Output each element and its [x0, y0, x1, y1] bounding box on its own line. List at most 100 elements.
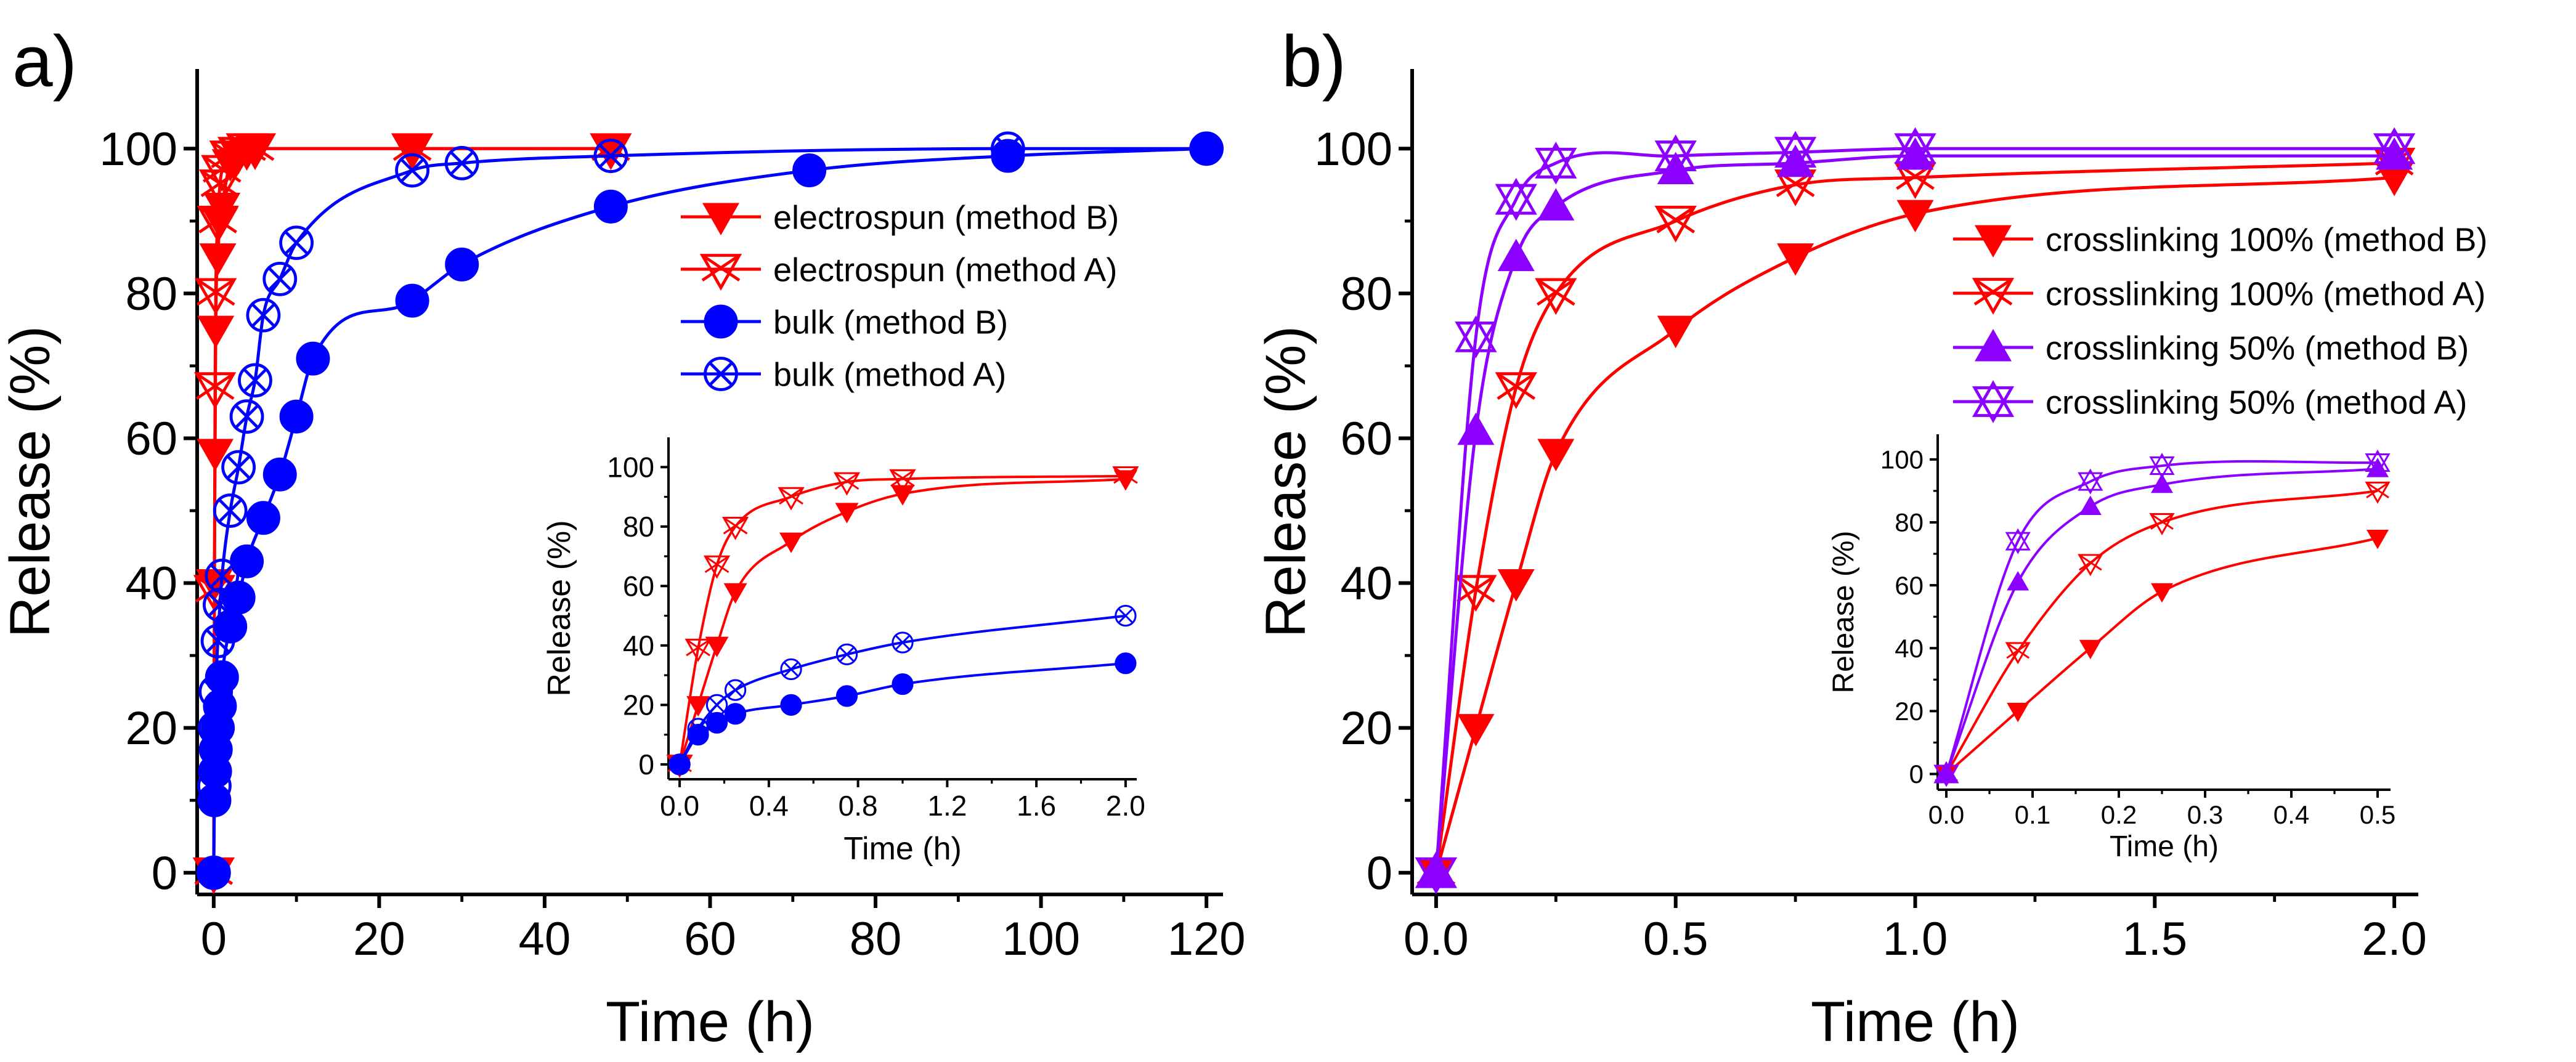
a-main-bulk-method-a-point-ring — [395, 153, 430, 188]
b-inset-plot-bg — [1938, 434, 2391, 790]
a-main-legend-electrospun-method-a-label: electrospun (method A) — [773, 251, 1117, 288]
b-main-legend-crosslinking-50-method-a-marker — [1972, 380, 2015, 423]
a-main-legend-electrospun-method-a-marker-cross — [701, 254, 741, 282]
b-main-crosslinking-50-method-a-point-up — [1774, 131, 1817, 168]
a-main-legend-bulk-method-a-marker-cross — [709, 362, 733, 386]
b-inset-crosslinking-50-method-a-point-down — [2005, 532, 2031, 554]
b-main-legend-crosslinking-100-method-a-marker — [1972, 278, 2015, 315]
a-main-bulk-method-a-point-ring — [213, 493, 248, 528]
a-main-electrospun-method-a-point-cross — [198, 206, 237, 233]
a-inset-electrospun-method-a-point-cross — [704, 556, 729, 574]
a-main-bulk-method-b-point — [246, 501, 280, 535]
b-main-crosslinking-50-method-a-point-down — [1894, 133, 1936, 171]
a-main-bulk-method-a-point-ring — [198, 674, 234, 709]
b-main-crosslinking-100-method-a-point-cross — [1497, 372, 1536, 400]
a-main-bulk-method-a-point-ring — [221, 450, 256, 485]
a-main-bulk-method-a-point-cross — [234, 404, 259, 429]
a-main-electrospun-method-a-point-outline — [590, 133, 632, 171]
panel-b-letter: b) — [1282, 21, 1346, 102]
b-main-crosslinking-50-method-a-point-up — [1535, 141, 1577, 179]
a-inset-electrospun-method-a-point-outline — [703, 555, 731, 579]
a-main-x-axis-title: Time (h) — [606, 991, 815, 1053]
b-inset-crosslinking-50-method-b-point — [2367, 458, 2389, 477]
b-main-crosslinking-50-method-a-point — [1654, 134, 1697, 177]
b-main-crosslinking-50-method-b-point — [1657, 152, 1694, 185]
b-inset-y-tick-label: 20 — [1895, 697, 1924, 726]
b-main-crosslinking-50-method-a-point — [1535, 141, 1577, 185]
a-main-bulk-method-a-point-cross — [205, 628, 230, 654]
b-inset-crosslinking-50-method-a-series — [1933, 449, 2391, 787]
a-main-x-tick-label: 20 — [353, 913, 405, 965]
a-main-electrospun-method-a-point — [234, 133, 277, 171]
a-inset-bulk-method-a-point-ring — [705, 694, 728, 716]
a-main-bulk-method-b-point — [445, 247, 479, 282]
b-main-crosslinking-100-method-a-point-cross — [1457, 575, 1495, 603]
a-main-legend-electrospun-method-a-marker-outline — [699, 254, 742, 291]
a-main-bulk-method-a-point — [198, 674, 234, 709]
b-main-x-tick-label: 0.0 — [1404, 913, 1469, 965]
a-main-bulk-method-a-point-cross — [449, 151, 474, 176]
b-main-x-tick-label: 1.0 — [1883, 913, 1948, 965]
a-main-legend-bulk-method-a-marker — [704, 357, 738, 391]
a-main-electrospun-method-a-point — [195, 278, 237, 315]
b-main-crosslinking-100-method-a-point — [1495, 372, 1537, 410]
b-inset-crosslinking-100-method-a-point — [2365, 481, 2391, 504]
b-inset-crosslinking-50-method-a-point-up — [1933, 761, 1959, 784]
b-main-x-tick-label: 2.0 — [2362, 913, 2427, 965]
a-inset-bulk-method-a-point — [835, 643, 858, 665]
a-main-bulk-method-a-point-cross — [400, 158, 425, 183]
a-inset-bulk-method-a-point-cross — [783, 661, 799, 677]
b-main-crosslinking-50-method-a-point-up — [1894, 127, 1936, 164]
a-main-bulk-method-a-point-ring — [262, 261, 298, 296]
b-inset-x-axis-title: Time (h) — [2110, 830, 2219, 863]
b-main-crosslinking-50-method-a-point-down — [1495, 184, 1537, 221]
a-main-bulk-method-a-point-cross — [598, 144, 624, 168]
b-main-x-tick-label: 0.5 — [1643, 913, 1709, 965]
a-main-electrospun-method-a-point-outline — [193, 372, 237, 410]
a-main-electrospun-method-a-point-outline — [234, 133, 277, 171]
a-main-bulk-method-a-point-ring — [196, 855, 231, 890]
a-main-bulk-method-b-point — [262, 457, 297, 492]
a-main-y-tick-label: 20 — [125, 702, 177, 755]
a-inset-electrospun-method-b-point — [891, 485, 914, 506]
a-inset-bulk-method-a-point-ring — [835, 643, 858, 665]
a-main-electrospun-method-b-point — [394, 134, 431, 168]
a-inset-electrospun-method-a-point-outline — [685, 638, 712, 662]
b-main-y-tick-label: 80 — [1340, 268, 1392, 320]
a-main-electrospun-method-a-point-cross — [195, 372, 235, 400]
b-inset-y-tick-label: 80 — [1895, 508, 1924, 537]
a-inset-electrospun-method-b-point — [705, 636, 729, 657]
panel-a-main-chart: 0 20 40 60 80 100 0 20 40 60 80 100 120 Time (h) Relea… — [0, 69, 1246, 1053]
a-inset-bulk-method-a-point — [687, 718, 709, 740]
b-main-crosslinking-50-method-a-series — [1415, 127, 2416, 894]
a-main-legend: electrospun (method B) electrospun (metho… — [681, 199, 1119, 393]
panel-b-inset-chart: 0 20 40 60 80 100 0.0 0.1 0.2 0.3 0.4 0.5 Time (h) Re… — [1827, 434, 2395, 863]
a-main-bulk-method-a-point-cross — [208, 593, 232, 617]
a-main-bulk-method-a-point-cross — [251, 302, 276, 328]
b-inset-crosslinking-50-method-a-point — [2365, 449, 2391, 476]
a-main-bulk-method-a-point-ring — [203, 587, 237, 622]
a-main-bulk-method-a-point — [197, 768, 232, 803]
a-inset-bulk-method-a-point-cross — [709, 697, 725, 713]
b-inset-crosslinking-100-method-b-point — [2367, 530, 2389, 549]
a-inset-bulk-method-a-point-cross — [728, 682, 744, 698]
a-main-y-tick-label: 60 — [125, 413, 177, 465]
b-inset-y-tick-label: 60 — [1895, 571, 1924, 600]
a-inset-x-tick-label: 0.8 — [839, 790, 878, 822]
b-main-crosslinking-50-method-a-point-up — [1654, 134, 1697, 171]
b-main-crosslinking-100-method-a-point — [1535, 278, 1577, 315]
a-main-legend-electrospun-method-b-marker — [702, 203, 739, 235]
a-main-bulk-method-b-point — [230, 544, 264, 578]
a-main-bulk-method-a-point — [205, 558, 240, 593]
a-main-bulk-method-a-point-ring — [238, 363, 272, 398]
a-main-electrospun-method-a-point-cross — [392, 133, 432, 161]
b-inset-x-tick-label: 0.3 — [2187, 800, 2223, 829]
a-inset-bulk-method-a-series — [668, 604, 1137, 776]
a-main-bulk-method-a-point-cross — [201, 861, 226, 885]
b-main-y-tick-label: 60 — [1340, 413, 1392, 465]
a-inset-bulk-method-a-point — [780, 658, 802, 681]
a-main-bulk-method-a-point — [279, 225, 314, 261]
a-inset-bulk-method-b-point — [1115, 652, 1137, 675]
a-inset-electrospun-method-b-fit-line — [678, 477, 1126, 765]
a-inset-electrospun-method-b-point — [835, 503, 859, 524]
